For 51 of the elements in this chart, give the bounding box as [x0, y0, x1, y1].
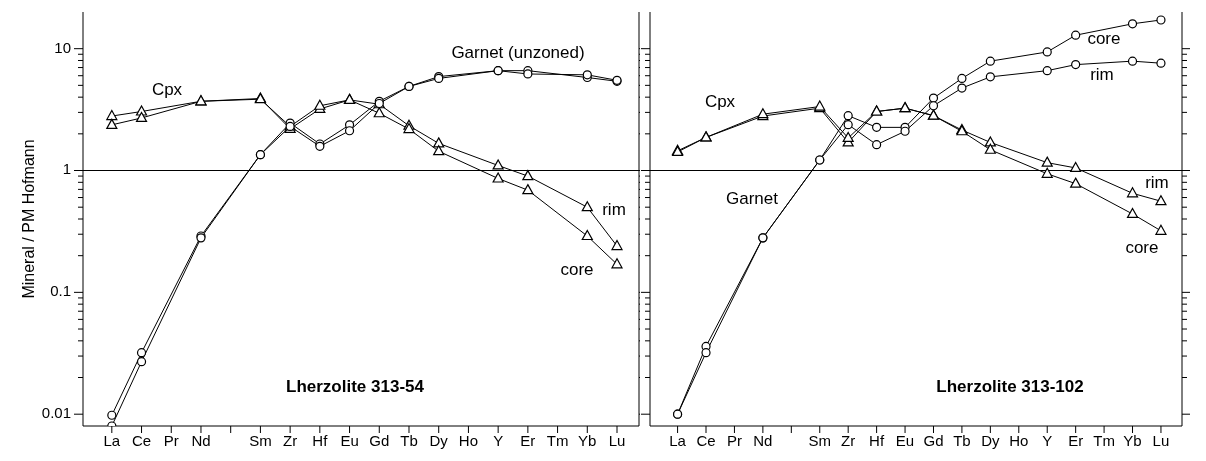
series-label: core	[560, 259, 594, 279]
x-tick-label: Nd	[191, 431, 211, 449]
x-tick-label: Er	[1068, 431, 1084, 449]
series-label: core	[1087, 29, 1121, 49]
x-tick-label: Hf	[312, 431, 329, 449]
x-tick-label: Ho	[1009, 431, 1029, 449]
x-tick-label: Zr	[841, 431, 856, 449]
series-label: rim	[1090, 64, 1114, 84]
y-tick-label: 0.1	[50, 282, 71, 300]
y-tick-label: 1	[62, 160, 71, 178]
x-tick-label: Pr	[163, 431, 179, 449]
annotation: Lherzolite 313-102	[936, 377, 1084, 397]
legend-label: core	[1125, 238, 1159, 258]
x-tick-label: Y	[493, 431, 504, 449]
x-tick-label: Nd	[753, 431, 773, 449]
x-tick-label: Tm	[1093, 431, 1115, 449]
x-tick-label: Ce	[696, 431, 716, 449]
x-tick-label: Lu	[608, 431, 626, 449]
x-tick-label: Eu	[340, 431, 359, 449]
y-tick-label: 0.01	[41, 404, 71, 422]
x-tick-label: Ce	[131, 431, 152, 449]
x-tick-label: Hf	[869, 431, 885, 449]
x-tick-label: Sm	[808, 431, 831, 449]
x-tick-label: Yb	[1123, 431, 1142, 449]
x-tick-label: Er	[520, 431, 536, 449]
x-tick-label: Tb	[400, 431, 418, 449]
x-tick-label: Lu	[1152, 431, 1170, 449]
x-tick-label: Y	[1042, 431, 1053, 449]
x-tick-label: Tm	[546, 431, 569, 449]
x-tick-label: Tb	[953, 431, 971, 449]
x-tick-label: Yb	[578, 431, 597, 449]
x-tick-label: Dy	[981, 431, 1001, 449]
y-tick-label: 10	[54, 38, 71, 56]
x-tick-label: Eu	[895, 431, 915, 449]
annotation: Cpx	[704, 92, 736, 112]
x-tick-label: Zr	[283, 431, 298, 449]
x-tick-label: Gd	[369, 431, 390, 449]
annotation: Garnet (unzoned)	[451, 43, 585, 63]
legend-label: rim	[1145, 172, 1169, 192]
x-tick-label: Gd	[923, 431, 944, 449]
x-tick-label: La	[669, 431, 687, 449]
legend-label: rim	[602, 199, 626, 219]
annotation: Cpx	[151, 80, 183, 100]
x-tick-label: Pr	[726, 431, 742, 449]
x-tick-label: Sm	[249, 431, 272, 449]
annotation: Garnet	[726, 189, 779, 209]
y-axis-title: Mineral / PM Hofmann	[20, 139, 38, 299]
annotation: Lherzolite 313-54	[286, 377, 425, 397]
x-tick-label: La	[103, 431, 121, 449]
x-tick-label: Dy	[429, 431, 449, 449]
x-tick-label: Ho	[458, 431, 479, 449]
